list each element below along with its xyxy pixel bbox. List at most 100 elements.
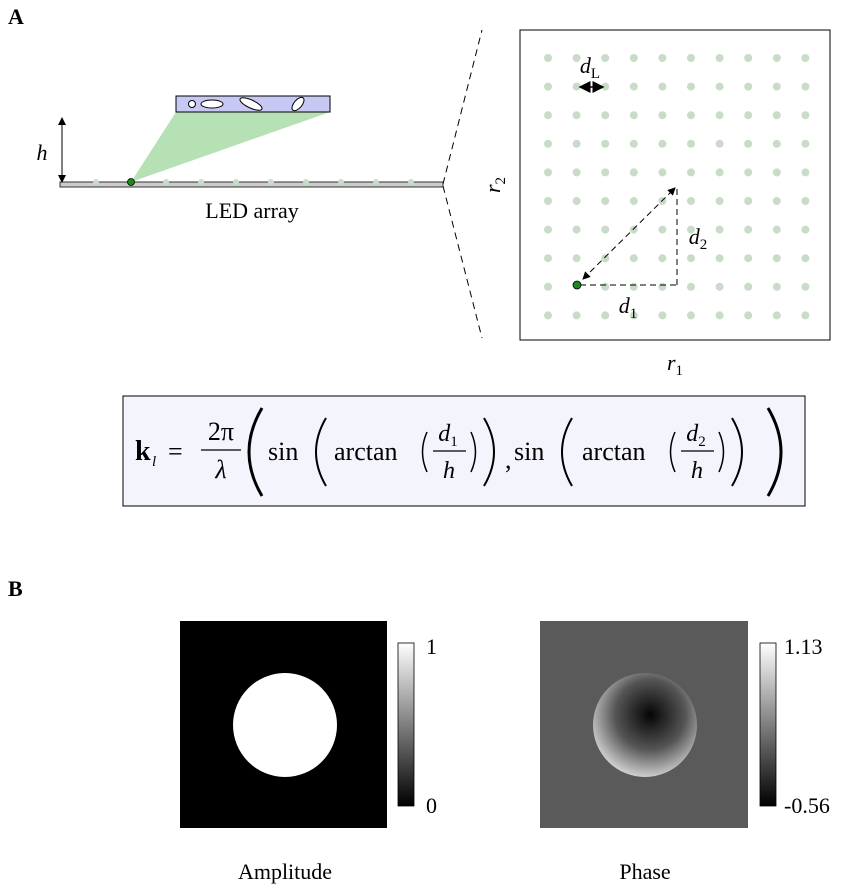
side-view: h LED array bbox=[37, 30, 483, 338]
formula: k l = 2π λ sin arctan d1 h , sin arctan … bbox=[123, 396, 805, 506]
led-dot bbox=[773, 197, 781, 205]
formula-num: 2π bbox=[208, 417, 234, 446]
led-dot bbox=[544, 140, 552, 148]
formula-den: λ bbox=[214, 455, 226, 484]
led-dot bbox=[801, 254, 809, 262]
led-dot bbox=[630, 111, 638, 119]
led-dot bbox=[544, 283, 552, 291]
led-dot bbox=[573, 226, 581, 234]
led-dot bbox=[744, 254, 752, 262]
colorbar-min: 0 bbox=[426, 793, 437, 818]
led-dot bbox=[573, 311, 581, 319]
led-dot bbox=[601, 54, 609, 62]
led-dot bbox=[573, 140, 581, 148]
amplitude-image: 1 0 Amplitude bbox=[180, 621, 437, 884]
led-dot bbox=[801, 311, 809, 319]
led-dot bbox=[773, 83, 781, 91]
led-dot bbox=[601, 197, 609, 205]
formula-eq: = bbox=[168, 437, 183, 466]
led-dot bbox=[687, 283, 695, 291]
led-dot bbox=[773, 140, 781, 148]
led-dot bbox=[687, 140, 695, 148]
phase-image: 1.13 -0.56 Phase bbox=[540, 621, 830, 884]
led-dot bbox=[801, 54, 809, 62]
led-dot bbox=[801, 197, 809, 205]
r2-label: r2 bbox=[480, 177, 509, 193]
led-dot bbox=[801, 83, 809, 91]
grid-view: dL d2 d1 r1 r2 bbox=[480, 30, 830, 379]
led-dot bbox=[544, 168, 552, 176]
led-dot bbox=[773, 54, 781, 62]
led-dot bbox=[544, 226, 552, 234]
led-dot bbox=[801, 140, 809, 148]
led-dot bbox=[801, 226, 809, 234]
led-dot bbox=[658, 83, 666, 91]
led-dot bbox=[687, 311, 695, 319]
led-dot bbox=[630, 140, 638, 148]
led-dot bbox=[716, 54, 724, 62]
colorbar-max: 1.13 bbox=[784, 634, 823, 659]
led-dot bbox=[573, 111, 581, 119]
led-dot bbox=[744, 111, 752, 119]
led-dot bbox=[687, 168, 695, 176]
panel-label: A bbox=[8, 4, 24, 29]
led-dot bbox=[744, 54, 752, 62]
led-dot bbox=[773, 311, 781, 319]
led-dot bbox=[544, 54, 552, 62]
led-dot bbox=[716, 197, 724, 205]
r1-label: r1 bbox=[667, 350, 683, 379]
led-dot bbox=[687, 54, 695, 62]
led-dot bbox=[744, 226, 752, 234]
led-dot bbox=[801, 283, 809, 291]
led-dot bbox=[658, 311, 666, 319]
led-dot bbox=[658, 168, 666, 176]
led-dot bbox=[573, 254, 581, 262]
led-dot bbox=[773, 111, 781, 119]
led-dot bbox=[630, 226, 638, 234]
led-dot bbox=[601, 283, 609, 291]
led-dot bbox=[773, 254, 781, 262]
led-dot bbox=[573, 197, 581, 205]
led-dot bbox=[658, 54, 666, 62]
led-dot bbox=[687, 254, 695, 262]
led-dot bbox=[687, 111, 695, 119]
led-dot bbox=[544, 254, 552, 262]
image-title: Phase bbox=[619, 859, 670, 884]
led-dot bbox=[658, 254, 666, 262]
led-dot bbox=[658, 226, 666, 234]
led-dot bbox=[744, 140, 752, 148]
led-dot bbox=[601, 311, 609, 319]
led-dot bbox=[630, 83, 638, 91]
led-dot bbox=[716, 283, 724, 291]
led-dot bbox=[544, 311, 552, 319]
led-dot bbox=[801, 111, 809, 119]
led-dot bbox=[744, 83, 752, 91]
led-dot bbox=[744, 168, 752, 176]
led-dot bbox=[630, 254, 638, 262]
formula-lhs: k bbox=[135, 436, 151, 467]
led-dot bbox=[744, 197, 752, 205]
formula-func: sin bbox=[514, 437, 544, 466]
led-dot bbox=[630, 54, 638, 62]
led-dot bbox=[573, 83, 581, 91]
formula-func: arctan bbox=[334, 437, 398, 466]
led-dot bbox=[687, 197, 695, 205]
led-dot bbox=[716, 168, 724, 176]
led-dot bbox=[801, 168, 809, 176]
colorbar-max: 1 bbox=[426, 634, 437, 659]
array-label: LED array bbox=[205, 198, 298, 223]
led-dot bbox=[601, 140, 609, 148]
led-dot bbox=[744, 283, 752, 291]
image-title: Amplitude bbox=[238, 859, 332, 884]
colorbar-min: -0.56 bbox=[784, 793, 830, 818]
led-dot bbox=[773, 283, 781, 291]
formula-frac-den: h bbox=[691, 458, 703, 484]
led-dot bbox=[716, 254, 724, 262]
led-dot bbox=[544, 197, 552, 205]
led-dot bbox=[601, 226, 609, 234]
led-dot bbox=[601, 254, 609, 262]
led-dot bbox=[658, 283, 666, 291]
led-dot bbox=[544, 83, 552, 91]
formula-frac-den: h bbox=[443, 458, 455, 484]
led-dot bbox=[601, 168, 609, 176]
